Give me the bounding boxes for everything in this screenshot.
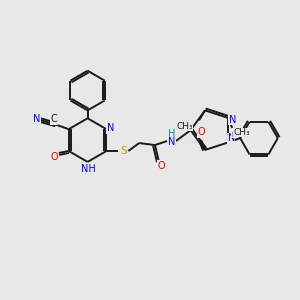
Text: N: N xyxy=(227,134,235,143)
Text: NH: NH xyxy=(81,164,96,174)
Text: O: O xyxy=(197,127,205,137)
Text: N: N xyxy=(232,132,237,138)
Text: N: N xyxy=(168,137,175,147)
Text: C: C xyxy=(50,114,57,124)
Text: N: N xyxy=(229,115,236,125)
Text: CH₃: CH₃ xyxy=(176,122,193,131)
Text: S: S xyxy=(120,146,127,156)
Text: H: H xyxy=(168,129,175,139)
Text: CH₃: CH₃ xyxy=(233,128,250,137)
Text: O: O xyxy=(157,161,165,171)
Text: O: O xyxy=(50,152,58,162)
Text: N: N xyxy=(33,114,41,124)
Text: N: N xyxy=(107,123,114,133)
